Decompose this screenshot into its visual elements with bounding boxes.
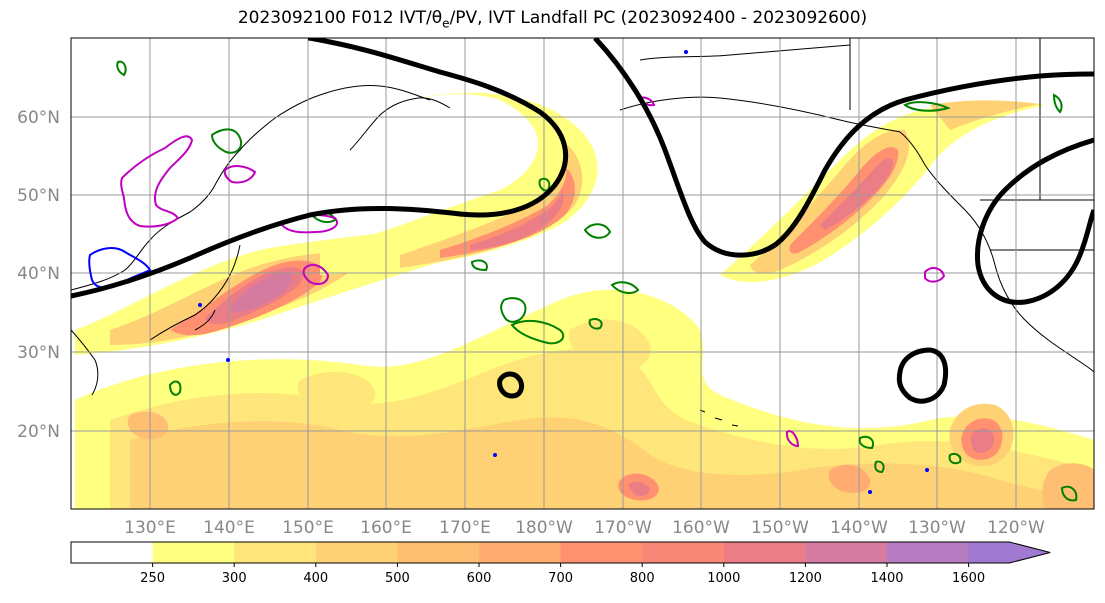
ivt-shading [75,92,1094,509]
colorbar-tick-label: 800 [630,571,655,586]
ivt-core-max [230,272,293,313]
coastline-japan [149,244,241,341]
colorbar-band [723,542,806,563]
colorbar-tick-label: 300 [222,571,247,586]
pv-blue-dots [198,50,929,494]
colorbar-band [560,542,643,563]
colorbar-band [234,542,317,563]
colorbar-band [642,542,725,563]
lon-label: 120°W [987,518,1045,538]
colorbar: 250 300 400 500 600 700 800 1000 1200 1400 1600 [70,541,1051,586]
coastline-asia [71,85,431,396]
lon-label: 180°W [515,518,573,538]
colorbar-band [887,542,970,563]
colorbar-outline [70,541,1051,564]
colorbar-tick-label: 500 [385,571,410,586]
lon-label: 160°W [672,518,730,538]
colorbar-band [71,542,154,563]
lon-label: 150°E [282,518,334,538]
lon-label: 160°E [360,518,412,538]
colorbar-extend-arrow [968,542,1051,563]
colorbar-band [152,542,235,563]
coastline-north-america [899,131,1094,373]
gridlines [71,38,1094,509]
colorbar-band [479,542,562,563]
pv-contour-north-asia [120,135,194,228]
colorbar-band [315,542,398,563]
colorbar-band [397,542,480,563]
lon-label: 140°W [830,518,888,538]
lon-label: 140°E [203,518,255,538]
coastlines [71,38,1094,427]
lon-label: 170°W [594,518,652,538]
chart-title: 2023092100 F012 IVT/θe/PV, IVT Landfall … [237,8,868,31]
landfall-contour-central [593,38,1094,258]
lon-label: 130°E [124,518,176,538]
lat-label: 60°N [17,108,60,128]
landfall-contour-west [71,38,569,299]
colorbar-bands [70,541,1051,564]
landfall-pc-contours [71,38,1094,404]
lat-label: 40°N [17,264,60,284]
colorbar-tick-label: 1200 [789,571,822,586]
colorbar-tick-label: 1400 [870,571,903,586]
latitude-labels: 60°N 50°N 40°N 30°N 20°N [17,108,60,442]
lat-label: 30°N [17,343,60,363]
colorbar-tick-label: 600 [467,571,492,586]
landfall-contour-loop-east [896,347,949,404]
lat-label: 50°N [17,186,60,206]
landfall-contour-east [974,137,1094,305]
landfall-contour-loop-central [497,371,525,399]
lat-label: 20°N [17,422,60,442]
plot-frame [70,37,1095,510]
colorbar-tick-label: 250 [140,571,165,586]
lon-label: 150°W [751,518,809,538]
coastline-kamchatka [349,97,451,151]
longitude-labels: 130°E 140°E 150°E 160°E 170°E 180°W 170°… [124,518,1045,538]
lon-label: 130°W [908,518,966,538]
colorbar-tick-label: 400 [303,571,328,586]
colorbar-band [805,542,888,563]
colorbar-tick-label: 1600 [952,571,985,586]
colorbar-ticks: 250 300 400 500 600 700 800 1000 1200 1400 1600 [140,563,985,586]
colorbar-tick-label: 1000 [707,571,740,586]
lon-label: 170°E [439,518,491,538]
colorbar-tick-label: 700 [548,571,573,586]
